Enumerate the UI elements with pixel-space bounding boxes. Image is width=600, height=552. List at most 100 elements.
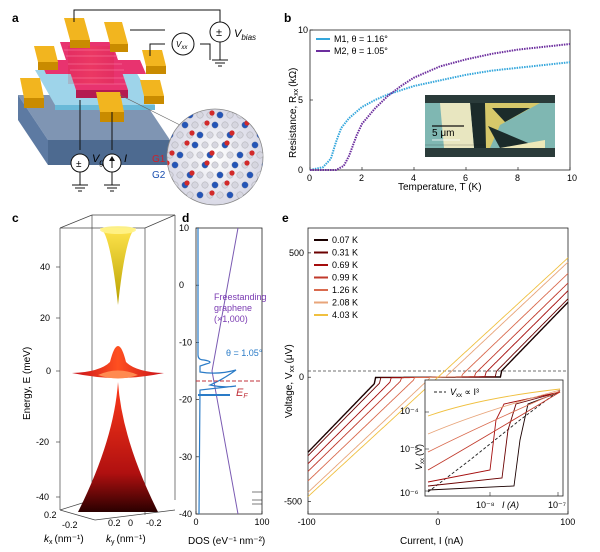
svg-text:-20: -20 [36, 437, 49, 447]
svg-text:0.2: 0.2 [44, 510, 57, 520]
lattice-atom [191, 161, 199, 169]
layer-g2-label: G2 [152, 170, 166, 181]
x-tick-label: 8 [515, 173, 520, 183]
gold-contacts [20, 18, 166, 122]
lattice-atom [226, 151, 234, 159]
panel-d-axes: 100-10-20-30-400 100 [179, 223, 270, 527]
x-tick-label: 0 [194, 517, 199, 527]
lattice-atom [157, 192, 163, 198]
lattice-atom [216, 171, 224, 179]
lattice-atom [272, 142, 278, 148]
y-tick-label: 5 [298, 95, 303, 105]
lattice-atom [261, 141, 263, 149]
lattice-atom [176, 171, 184, 179]
lattice-atom [191, 141, 199, 149]
lattice-atom [216, 111, 224, 119]
flat-band [72, 346, 164, 378]
lattice-atom [167, 160, 170, 166]
lattice-atom [216, 151, 224, 159]
vxx-label: Vxx [176, 40, 188, 51]
lattice-atom [267, 152, 273, 158]
legend-label: 0.07 K [332, 235, 358, 245]
lattice-atom [264, 140, 269, 145]
panel-d-letter: d [182, 211, 189, 225]
lower-dirac-cone [78, 382, 158, 512]
inset-curve [427, 391, 561, 487]
y-tick-label: 0 [179, 280, 184, 290]
svg-text:±: ± [76, 159, 82, 170]
substrate-side [18, 95, 48, 165]
panel-d-frame [195, 227, 263, 515]
lattice-atom [167, 121, 169, 129]
lattice-atom [196, 111, 204, 119]
lattice-atom [167, 111, 174, 119]
lattice-atom [256, 111, 263, 119]
panel-c-k-ticks: 0.2 -0.2 0.2 0 -0.2 [44, 510, 162, 530]
lattice-atom [261, 121, 263, 129]
vbias-polarity: ± [216, 27, 222, 39]
lattice-atom [171, 141, 179, 149]
panel-c-letter: c [12, 211, 19, 225]
lattice-atom [241, 141, 249, 149]
y-tick-label: 0 [298, 165, 303, 175]
panel-c: c 40 20 0 -20 -40 [12, 211, 176, 546]
lattice-atom [206, 131, 214, 139]
panel-b-axes: 0 2 4 6 8 10 0 5 10 [298, 25, 577, 183]
legend-label: 0.31 K [332, 248, 358, 258]
lattice-atom [236, 191, 244, 199]
panel-e-xlabel: Current, I (nA) [400, 536, 463, 547]
y-tick-label: 500 [289, 248, 304, 258]
lattice-atom [169, 150, 175, 156]
iv-curve-403K [307, 257, 569, 497]
vbias-source-icon [209, 21, 231, 43]
lattice-atom [184, 180, 190, 186]
lattice-atom [236, 171, 244, 179]
panel-b: b 0 2 4 6 8 10 0 5 10 M1, θ = 1.16° M2, θ = 1.05… [284, 11, 577, 193]
series-m2-line [310, 43, 571, 171]
panel-a-letter: a [12, 11, 19, 25]
inset-curve [427, 389, 561, 435]
svg-text:-40: -40 [36, 492, 49, 502]
ef-label: EF [236, 387, 248, 400]
svg-text:-0.2: -0.2 [146, 518, 162, 528]
svg-text:0.2: 0.2 [108, 518, 121, 528]
lattice-atom [226, 191, 234, 199]
lattice-atom [196, 191, 204, 199]
lattice-atom [189, 170, 195, 176]
lattice-atom [236, 151, 244, 159]
vxx-meter-icon [171, 32, 195, 56]
lattice-atom [211, 181, 219, 189]
lattice-atom [246, 171, 254, 179]
lattice-atom [269, 170, 274, 175]
panel-c-box [59, 214, 176, 521]
lattice-atom [204, 120, 210, 126]
lattice-atom [184, 140, 190, 146]
series-m1-line [309, 61, 571, 171]
freestanding-dos-line [211, 227, 239, 515]
vbias-label: Vbias [234, 28, 256, 42]
lattice-atom [267, 112, 273, 118]
lattice-atom [196, 171, 204, 179]
panel-c-kx-label: kx (nm⁻¹) [44, 534, 84, 546]
legend-label: 1.26 K [332, 285, 358, 295]
panel-e-ylabel: Voltage, Vxx(μV) [284, 344, 296, 418]
inset-curve [427, 388, 561, 417]
svg-text:10⁻⁷: 10⁻⁷ [548, 500, 566, 510]
inset-ylabel: Vxx(V) [414, 444, 426, 470]
inset-curve [427, 391, 561, 471]
lattice-atom [267, 172, 273, 178]
lattice-atom [256, 171, 263, 179]
svg-text:20: 20 [40, 313, 50, 323]
lattice-atom [229, 130, 235, 136]
lattice-atom [224, 180, 230, 186]
x-tick-label: 6 [463, 173, 468, 183]
legend-m1-label: M1, θ = 1.16° [334, 34, 388, 44]
lattice-atom [176, 111, 184, 119]
panel-c-ylabel: Energy, E (meV) [22, 347, 33, 420]
lattice-atom [211, 121, 219, 129]
inset-curve [427, 390, 561, 453]
svg-text:10⁻⁶: 10⁻⁶ [400, 488, 419, 498]
lattice-atom [231, 141, 239, 149]
x-tick-label: 0 [435, 517, 440, 527]
x-tick-label: 2 [359, 173, 364, 183]
